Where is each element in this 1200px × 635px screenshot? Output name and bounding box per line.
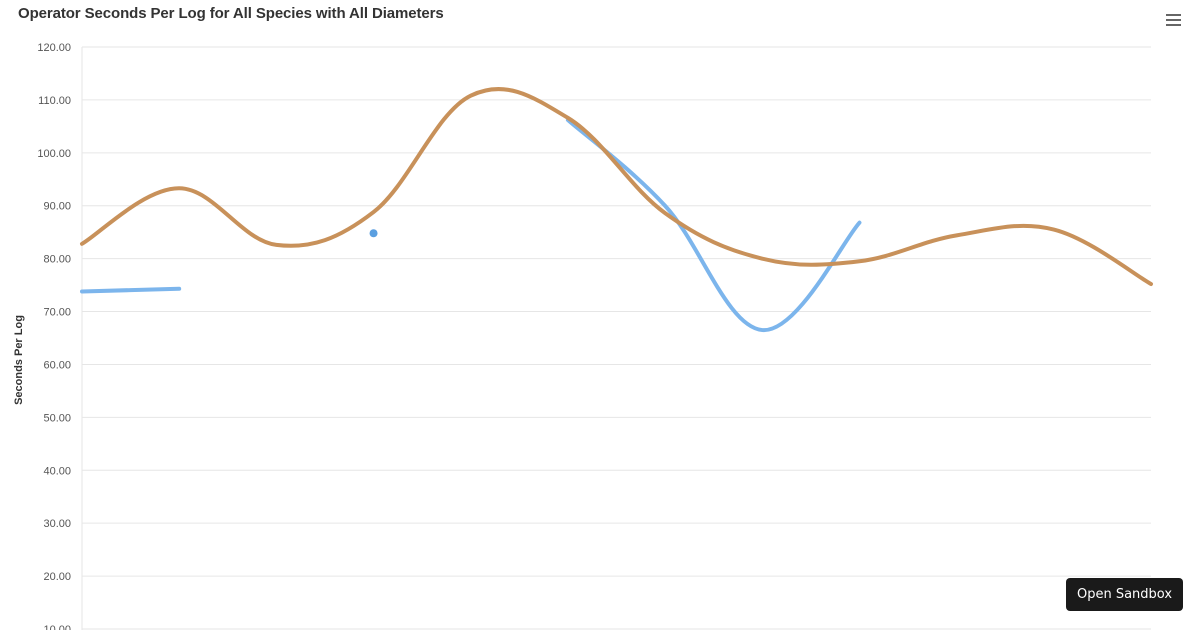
- y-tick-label: 70.00: [43, 307, 71, 319]
- y-axis-ticks: 10.00 20.00 30.00 40.00 50.00 60.00 70.00 80.00…: [37, 42, 71, 635]
- series-1-line[interactable]: [80, 286, 182, 294]
- series-lines: [80, 86, 1153, 333]
- y-tick-label: 90.00: [43, 201, 71, 213]
- y-tick-label: 40.00: [43, 465, 71, 477]
- y-tick-label: 120.00: [37, 42, 71, 54]
- hamburger-menu-icon[interactable]: [1164, 11, 1184, 29]
- y-tick-label: 60.00: [43, 359, 71, 371]
- series-2-line[interactable]: [80, 86, 1153, 287]
- y-tick-label: 100.00: [37, 148, 71, 160]
- series-1-line[interactable]: [565, 118, 862, 333]
- y-tick-label: 50.00: [43, 412, 71, 424]
- y-tick-label: 20.00: [43, 571, 71, 583]
- y-tick-label: 30.00: [43, 518, 71, 530]
- y-tick-label: 110.00: [38, 95, 71, 107]
- grid-lines: [81, 46, 1151, 630]
- y-tick-label: 80.00: [43, 254, 71, 266]
- series-1-point[interactable]: [369, 229, 378, 238]
- chart-title: Operator Seconds Per Log for All Species…: [18, 5, 444, 22]
- y-tick-label: 10.00: [43, 624, 71, 630]
- y-axis-label: Seconds Per Log: [13, 315, 25, 405]
- open-sandbox-button[interactable]: Open Sandbox: [1066, 578, 1183, 611]
